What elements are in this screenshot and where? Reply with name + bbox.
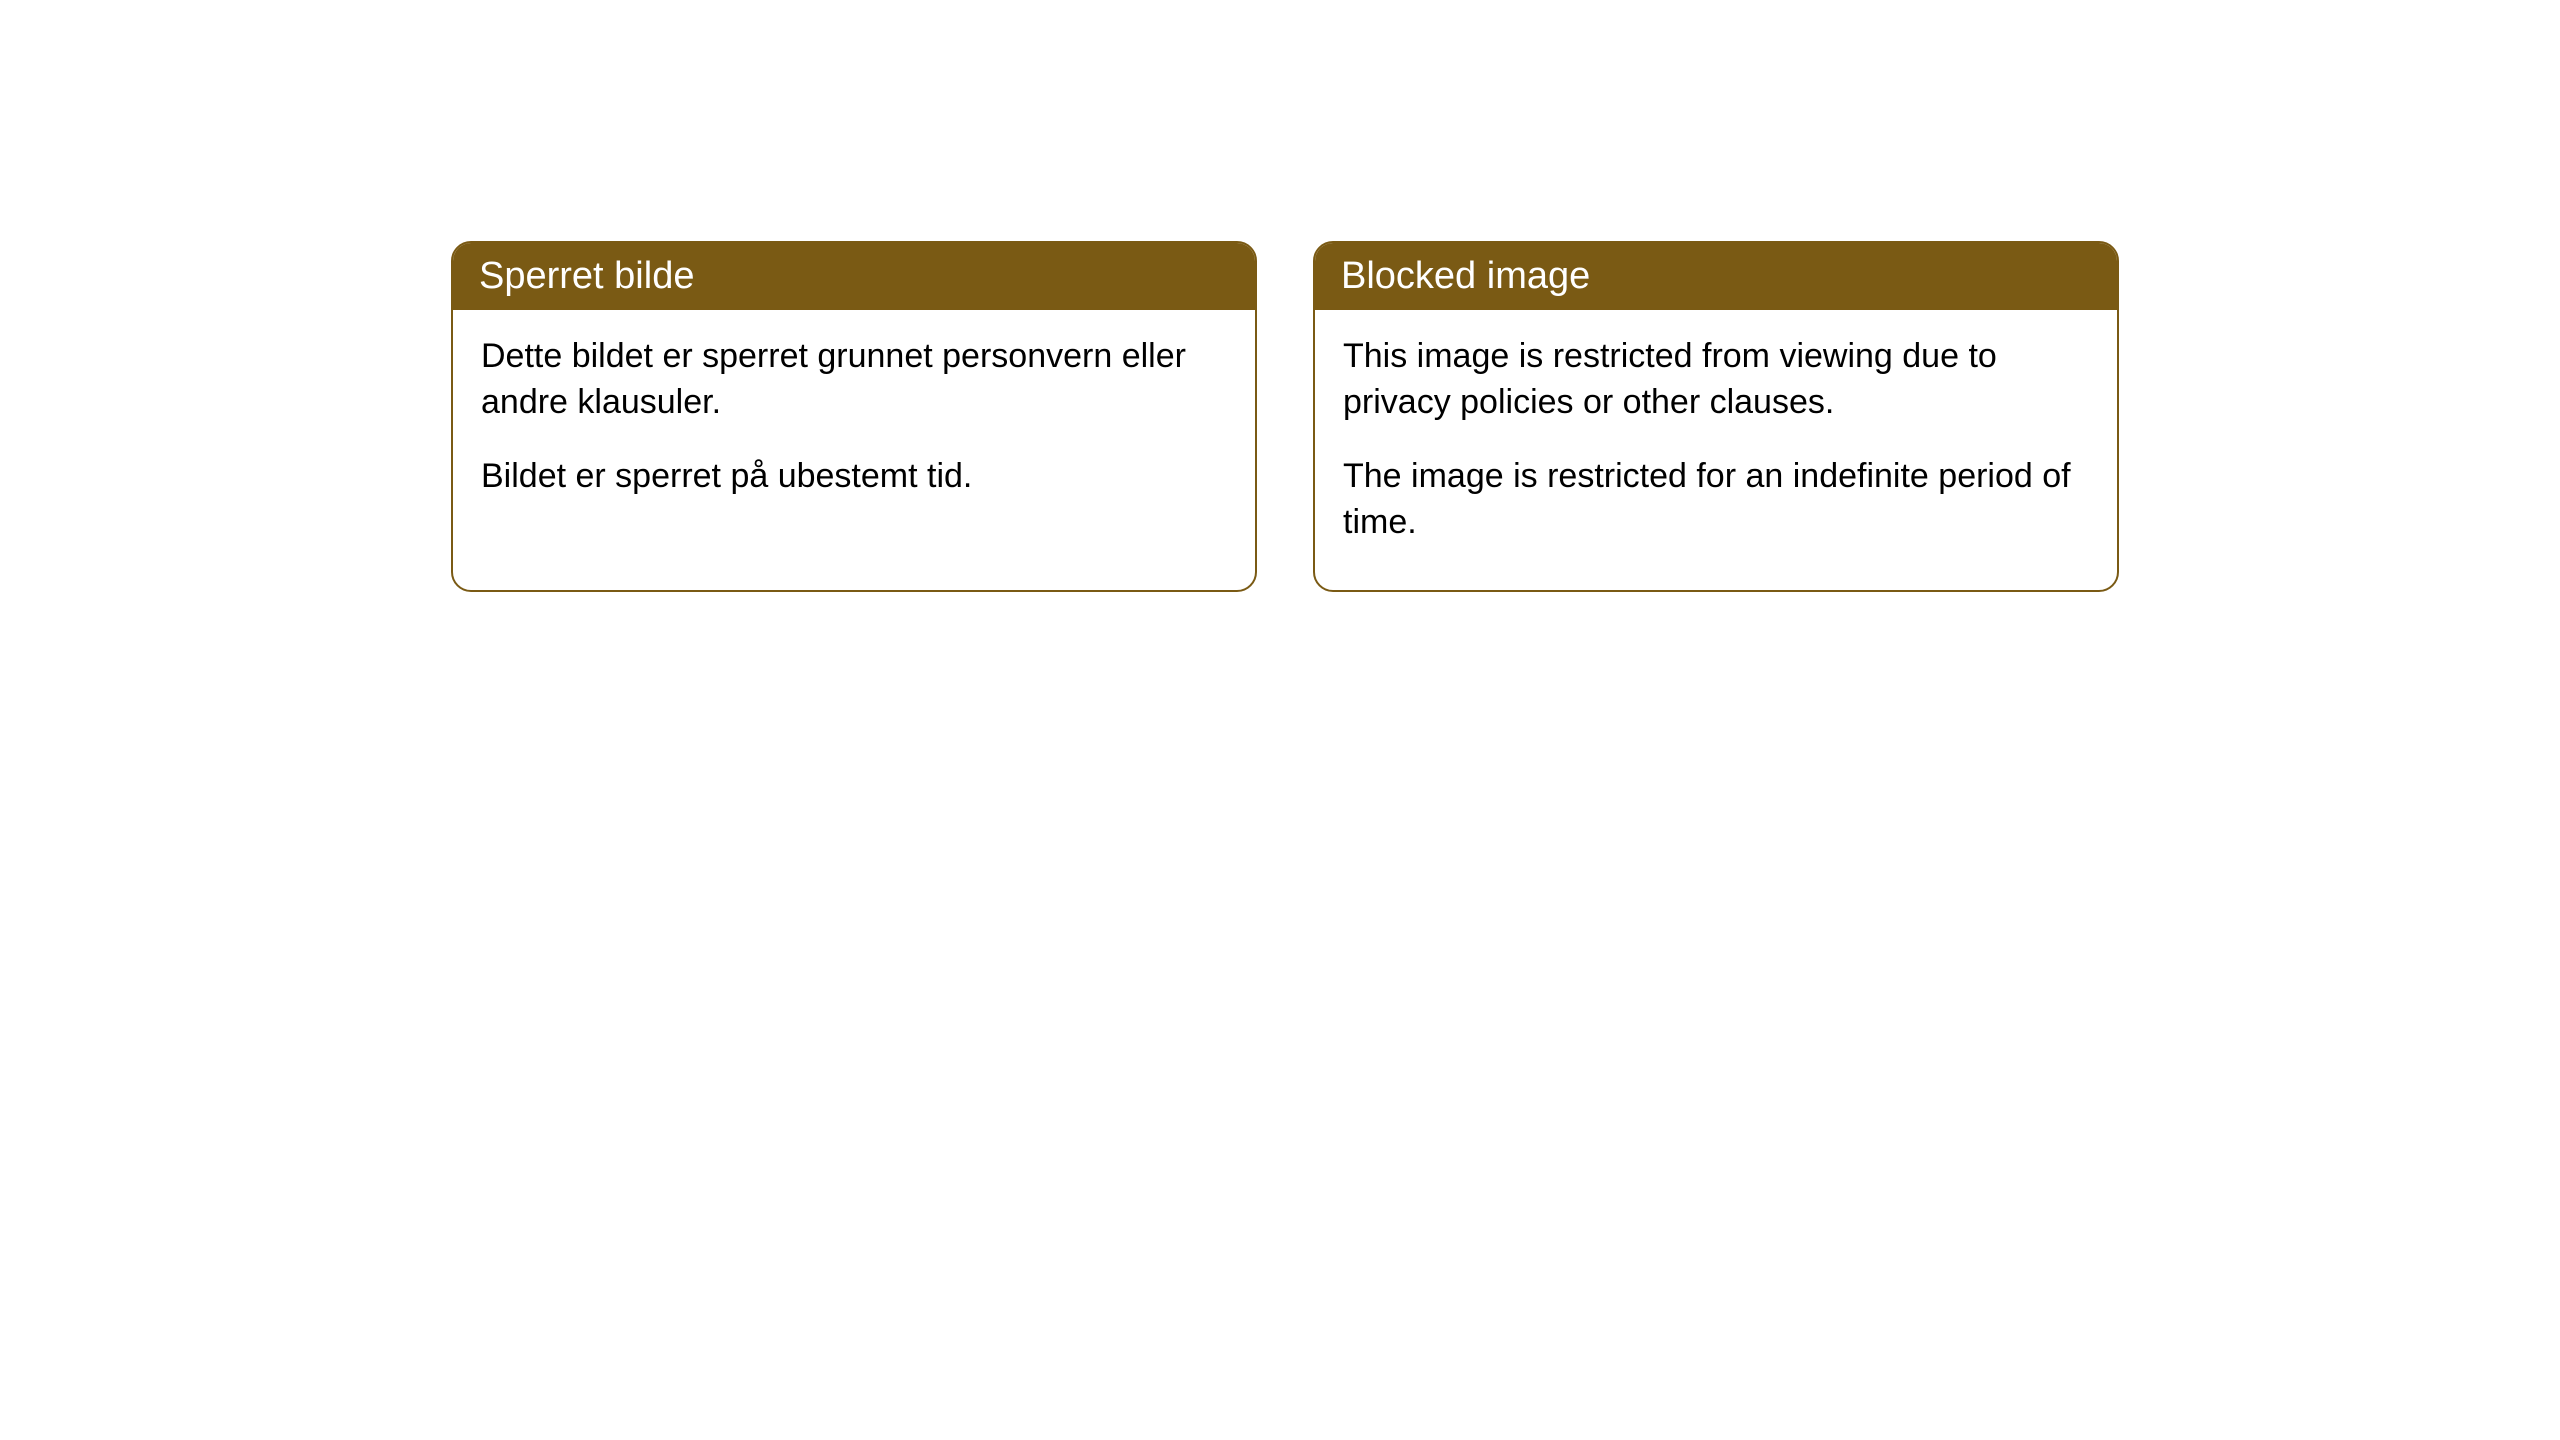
- cards-container: Sperret bilde Dette bildet er sperret gr…: [0, 0, 2560, 592]
- card-text-norwegian-2: Bildet er sperret på ubestemt tid.: [481, 454, 1227, 500]
- card-body-norwegian: Dette bildet er sperret grunnet personve…: [453, 310, 1255, 544]
- card-text-english-1: This image is restricted from viewing du…: [1343, 334, 2089, 426]
- card-text-english-2: The image is restricted for an indefinit…: [1343, 454, 2089, 546]
- card-text-norwegian-1: Dette bildet er sperret grunnet personve…: [481, 334, 1227, 426]
- card-english: Blocked image This image is restricted f…: [1313, 241, 2119, 592]
- card-norwegian: Sperret bilde Dette bildet er sperret gr…: [451, 241, 1257, 592]
- card-header-english: Blocked image: [1315, 243, 2117, 310]
- card-header-norwegian: Sperret bilde: [453, 243, 1255, 310]
- card-body-english: This image is restricted from viewing du…: [1315, 310, 2117, 590]
